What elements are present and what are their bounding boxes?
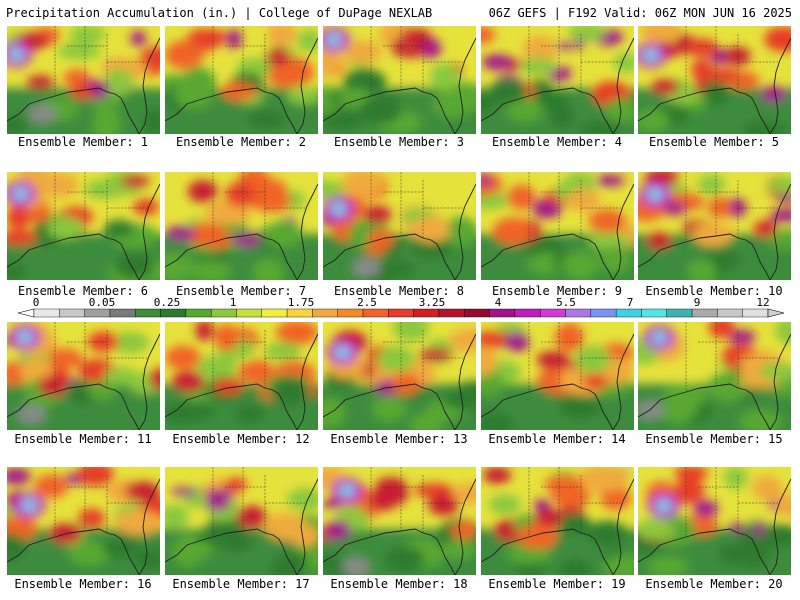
colorbar-swatch (388, 308, 414, 318)
ensemble-member-map-6 (7, 172, 160, 280)
colorbar-swatch (565, 308, 592, 318)
ensemble-member-map-10 (638, 172, 791, 280)
ensemble-member-label-9: Ensemble Member: 9 (491, 284, 623, 298)
ensemble-member-map-20 (638, 467, 791, 575)
colorbar-left-arrow (17, 308, 35, 318)
colorbar-swatch (742, 308, 769, 318)
colorbar-swatch (615, 308, 642, 318)
ensemble-member-map-18 (323, 467, 476, 575)
colorbar-swatch (540, 308, 566, 318)
colorbar-swatch (59, 308, 85, 318)
ensemble-member-map-9 (481, 172, 634, 280)
ensemble-member-label-13: Ensemble Member: 13 (330, 432, 468, 446)
colorbar-swatch (160, 308, 187, 318)
colorbar-tick-label: 0 (32, 296, 40, 309)
ensemble-member-map-1 (7, 26, 160, 134)
ensemble-member-label-12: Ensemble Member: 12 (172, 432, 310, 446)
colorbar-tick-label: 1 (229, 296, 237, 309)
colorbar-tick-label: 0.05 (88, 296, 116, 309)
colorbar: 0 0.05 0.25 1 1.75 2.5 3.25 4 5.5 7 9 12 (0, 296, 800, 320)
ensemble-member-map-8 (323, 172, 476, 280)
colorbar-swatch (185, 308, 212, 318)
ensemble-member-label-17: Ensemble Member: 17 (172, 577, 310, 591)
colorbar-swatch (362, 308, 389, 318)
colorbar-swatch (691, 308, 718, 318)
ensemble-member-map-3 (323, 26, 476, 134)
colorbar-swatch (135, 308, 161, 318)
colorbar-swatch (84, 308, 111, 318)
colorbar-swatch (236, 308, 262, 318)
ensemble-member-label-15: Ensemble Member: 15 (645, 432, 783, 446)
colorbar-tick-label: 4 (494, 296, 502, 309)
ensemble-member-label-4: Ensemble Member: 4 (491, 135, 623, 149)
ensemble-member-map-14 (481, 322, 634, 430)
colorbar-swatch (717, 308, 743, 318)
ensemble-member-map-7 (165, 172, 318, 280)
ensemble-member-label-7: Ensemble Member: 7 (175, 284, 307, 298)
colorbar-tick-label: 3.25 (418, 296, 446, 309)
colorbar-tick-label: 0.25 (153, 296, 181, 309)
product-title: Precipitation Accumulation (in.) | Colle… (6, 6, 433, 20)
colorbar-swatch (286, 308, 313, 318)
ensemble-member-label-3: Ensemble Member: 3 (333, 135, 465, 149)
colorbar-swatch (109, 308, 136, 318)
valid-time-title: 06Z GEFS | F192 Valid: 06Z MON JUN 16 20… (488, 6, 792, 20)
ensemble-member-label-20: Ensemble Member: 20 (645, 577, 783, 591)
colorbar-swatch (261, 308, 288, 318)
ensemble-member-label-19: Ensemble Member: 19 (488, 577, 626, 591)
colorbar-swatch (438, 308, 465, 318)
colorbar-swatch (489, 308, 516, 318)
ensemble-member-label-6: Ensemble Member: 6 (17, 284, 149, 298)
colorbar-tick-label: 9 (693, 296, 701, 309)
colorbar-swatch (666, 308, 693, 318)
ensemble-member-label-18: Ensemble Member: 18 (330, 577, 468, 591)
ensemble-member-label-1: Ensemble Member: 1 (17, 135, 149, 149)
ensemble-member-label-8: Ensemble Member: 8 (333, 284, 465, 298)
colorbar-tick-label: 5.5 (556, 296, 576, 309)
ensemble-member-label-2: Ensemble Member: 2 (175, 135, 307, 149)
colorbar-swatch (33, 308, 60, 318)
colorbar-swatch (312, 308, 338, 318)
ensemble-member-map-19 (481, 467, 634, 575)
colorbar-swatch (210, 308, 237, 318)
colorbar-tick-label: 1.75 (287, 296, 315, 309)
ensemble-member-map-2 (165, 26, 318, 134)
colorbar-tick-label: 7 (626, 296, 634, 309)
colorbar-swatch (590, 308, 617, 318)
ensemble-member-map-11 (7, 322, 160, 430)
colorbar-swatch (464, 308, 490, 318)
ensemble-member-map-4 (481, 26, 634, 134)
ensemble-member-map-13 (323, 322, 476, 430)
colorbar-tick-label: 2.5 (357, 296, 377, 309)
ensemble-member-label-14: Ensemble Member: 14 (488, 432, 626, 446)
colorbar-swatch (413, 308, 440, 318)
colorbar-swatch (337, 308, 364, 318)
ensemble-member-label-5: Ensemble Member: 5 (648, 135, 780, 149)
ensemble-member-label-11: Ensemble Member: 11 (14, 432, 152, 446)
ensemble-member-label-10: Ensemble Member: 10 (645, 284, 783, 298)
ensemble-member-map-15 (638, 322, 791, 430)
ensemble-member-label-16: Ensemble Member: 16 (14, 577, 152, 591)
ensemble-member-map-5 (638, 26, 791, 134)
colorbar-swatch (641, 308, 667, 318)
colorbar-tick-label: 12 (756, 296, 770, 309)
colorbar-swatches (17, 308, 785, 318)
colorbar-right-arrow (767, 308, 785, 318)
ensemble-member-map-16 (7, 467, 160, 575)
header: Precipitation Accumulation (in.) | Colle… (0, 0, 800, 24)
colorbar-swatch (514, 308, 541, 318)
ensemble-member-map-17 (165, 467, 318, 575)
ensemble-member-map-12 (165, 322, 318, 430)
